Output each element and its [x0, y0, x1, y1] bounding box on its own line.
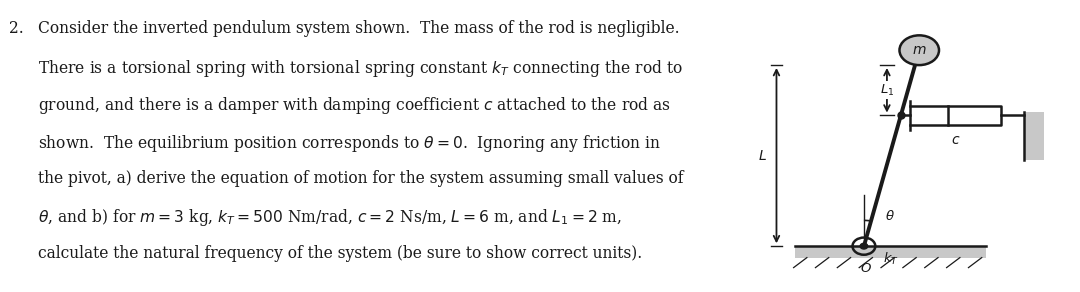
Text: calculate the natural frequency of the system (be sure to show correct units).: calculate the natural frequency of the s…	[38, 245, 642, 262]
Text: $L$: $L$	[758, 149, 767, 163]
Text: $L_1$: $L_1$	[880, 83, 894, 98]
Text: $m$: $m$	[912, 43, 927, 57]
Text: shown.  The equilibrium position corresponds to $\theta = 0$.  Ignoring any fric: shown. The equilibrium position correspo…	[38, 133, 661, 154]
Text: ground, and there is a damper with damping coefficient $c$ attached to the rod a: ground, and there is a damper with dampi…	[38, 95, 671, 116]
Text: the pivot, a) derive the equation of motion for the system assuming small values: the pivot, a) derive the equation of mot…	[38, 170, 684, 187]
Text: $\theta$, and b) for $m = 3$ kg, $k_T = 500$ Nm/rad, $c = 2$ Ns/m, $L = 6$ m, an: $\theta$, and b) for $m = 3$ kg, $k_T = …	[38, 207, 622, 228]
Text: $O$: $O$	[860, 262, 872, 275]
Text: $\theta$: $\theta$	[885, 209, 894, 223]
Polygon shape	[796, 246, 986, 258]
Circle shape	[860, 243, 867, 249]
Text: $k_T$: $k_T$	[883, 251, 899, 267]
Text: $c$: $c$	[950, 133, 960, 147]
Polygon shape	[1024, 112, 1044, 160]
Text: There is a torsional spring with torsional spring constant $k_T$ connecting the : There is a torsional spring with torsion…	[38, 58, 683, 79]
Text: Consider the inverted pendulum system shown.  The mass of the rod is negligible.: Consider the inverted pendulum system sh…	[38, 20, 679, 37]
Text: 2.: 2.	[9, 20, 24, 37]
Circle shape	[900, 35, 939, 65]
